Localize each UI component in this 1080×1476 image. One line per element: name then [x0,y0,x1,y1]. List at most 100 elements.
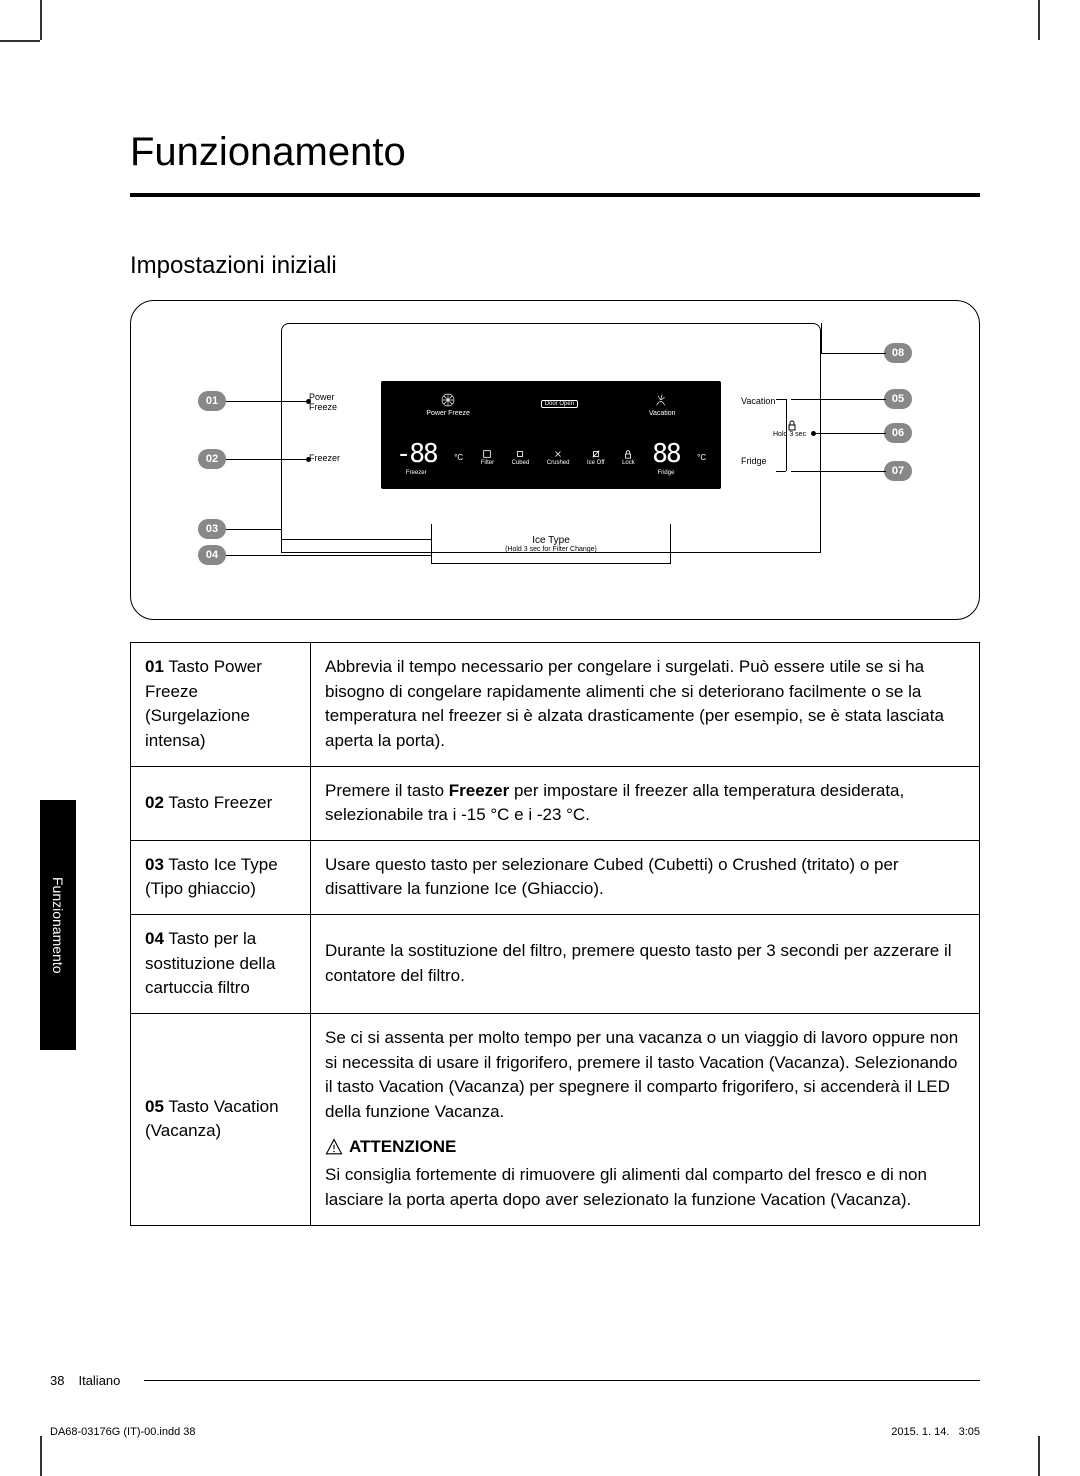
cubed-icon [515,449,525,459]
callout-02: 02 [198,449,226,469]
crop-mark [1038,1436,1040,1476]
crop-mark [1038,0,1040,40]
page-number: 38 [50,1373,64,1388]
snowflake-icon [440,392,456,408]
crushed-indicator: Crushed [547,449,570,466]
crushed-icon [553,449,563,459]
crop-mark [40,1436,42,1476]
row-num: 05 [145,1097,164,1116]
door-open-indicator: Door Open [541,400,578,408]
callout-04: 04 [198,545,226,565]
vacation-btn-label: Vacation [741,396,775,406]
filter-indicator: Filter [481,449,494,466]
filter-icon [482,449,492,459]
indd-file: DA68-03176G (IT)-00.indd 38 [50,1426,196,1438]
display-panel: Power Freeze Door Open Vacation -88 Free… [381,381,721,489]
page-content: Funzionamento Impostazioni iniziali Powe… [130,130,980,1226]
row-num: 03 [145,855,164,874]
table-row: 04 Tasto per la sostituzione della cartu… [131,915,980,1014]
degc-left: °C [454,453,463,462]
callout-line [791,471,886,472]
callout-line [816,433,886,434]
callout-line [226,529,281,530]
warning-icon [325,1138,343,1156]
txt: Premere il tasto [325,781,449,800]
callout-03: 03 [198,519,226,539]
page-subtitle: Impostazioni iniziali [130,252,980,280]
fridge-temp: 88 [652,439,679,469]
lock-label: Lock [622,460,635,466]
row-desc: Abbrevia il tempo necessario per congela… [311,643,980,767]
crushed-label: Crushed [547,460,570,466]
footer-rule [144,1380,980,1381]
bracket [776,399,786,400]
callout-dot [306,457,311,462]
vacation-indicator: Vacation [649,392,676,417]
ice-type-box: Ice Type (Hold 3 sec for Filter Change) [431,524,671,564]
row-label: 03 Tasto Ice Type (Tipo ghiaccio) [131,840,311,914]
table-row: 02 Tasto Freezer Premere il tasto Freeze… [131,766,980,840]
filter-label: Filter [481,460,494,466]
door-open-label: Door Open [541,400,578,408]
power-freeze-indicator: Power Freeze [426,392,470,417]
page-footer: 38 Italiano [50,1373,980,1388]
power-freeze-btn-label: Power Freeze [309,393,337,413]
row-desc: Se ci si assenta per molto tempo per una… [311,1014,980,1225]
side-tab: Funzionamento [40,800,76,1050]
row-label-text: Tasto Vacation (Vacanza) [145,1097,279,1141]
row-desc: Premere il tasto Freezer per impostare i… [311,766,980,840]
row-label-text: Tasto Ice Type (Tipo ghiaccio) [145,855,278,899]
warning-label: ATTENZIONE [349,1135,456,1160]
fridge-readout: 88 Fridge [652,439,679,476]
cubed-indicator: Cubed [512,449,530,466]
row-label-text: Tasto Freezer [168,793,272,812]
warning-text: Si consiglia fortemente di rimuovere gli… [325,1163,965,1212]
table-row: 03 Tasto Ice Type (Tipo ghiaccio) Usare … [131,840,980,914]
freezer-temp: -88 [396,439,437,469]
callout-line [226,459,306,460]
hold3-label: Hold 3 sec [773,431,806,438]
lock-small-icon [786,419,798,431]
ice-type-label: Ice Type [532,535,570,546]
callout-line [226,401,306,402]
indd-time: 3:05 [959,1426,980,1438]
row-label: 02 Tasto Freezer [131,766,311,840]
fridge-btn-label: Fridge [741,456,767,466]
freezer-readout: -88 Freezer [396,439,437,476]
row-desc: Usare questo tasto per selezionare Cubed… [311,840,980,914]
page-language: Italiano [78,1373,120,1388]
iceoff-icon [591,449,601,459]
row-desc: Durante la sostituzione del filtro, prem… [311,915,980,1014]
warning-heading: ATTENZIONE [325,1135,965,1160]
table-row: 05 Tasto Vacation (Vacanza) Se ci si ass… [131,1014,980,1225]
callout-dot [811,431,816,436]
iceoff-label: Ice Off [587,460,605,466]
ice-type-sublabel: (Hold 3 sec for Filter Change) [505,546,597,553]
cubed-label: Cubed [512,460,530,466]
row-num: 04 [145,929,164,948]
row-label: 04 Tasto per la sostituzione della cartu… [131,915,311,1014]
table-row: 01 Tasto Power Freeze (Surgelazione inte… [131,643,980,767]
fridge-sublabel: Fridge [657,470,674,476]
callout-line [821,353,886,354]
title-rule [130,193,980,197]
lock-indicator: Lock [622,449,635,466]
callout-line [281,539,431,540]
callout-08: 08 [884,343,912,363]
indd-footer: DA68-03176G (IT)-00.indd 38 2015. 1. 14.… [50,1426,980,1438]
row-num: 01 [145,657,164,676]
bracket [786,399,787,471]
crop-mark [0,40,40,42]
crop-mark [40,0,42,40]
freezer-btn-label: Freezer [309,453,340,463]
power-freeze-label: Power Freeze [426,410,470,417]
iceoff-indicator: Ice Off [587,449,605,466]
callout-line [226,555,431,556]
desc-text: Se ci si assenta per molto tempo per una… [325,1026,965,1125]
description-table: 01 Tasto Power Freeze (Surgelazione inte… [130,642,980,1226]
callout-01: 01 [198,391,226,411]
callout-07: 07 [884,461,912,481]
row-label: 05 Tasto Vacation (Vacanza) [131,1014,311,1225]
row-num: 02 [145,793,164,812]
freezer-sublabel: Freezer [406,470,427,476]
